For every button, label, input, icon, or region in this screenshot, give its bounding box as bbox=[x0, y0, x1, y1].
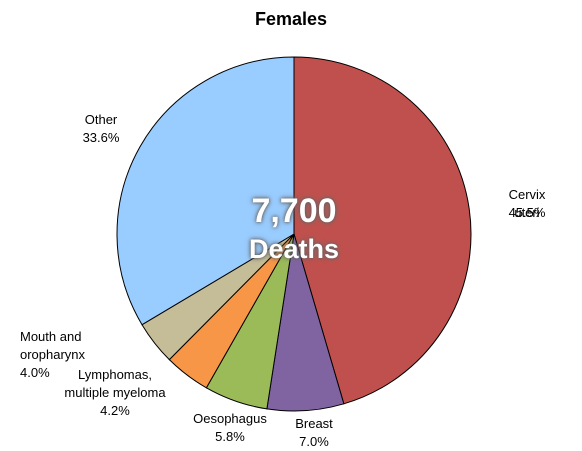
slice-label: Mouth and oropharynx bbox=[20, 329, 86, 362]
slice-percent: 5.8% bbox=[215, 429, 245, 444]
slice-label: Oesophagus bbox=[193, 411, 267, 426]
chart-title: Females bbox=[254, 9, 328, 29]
slice-percent: 4.0% bbox=[20, 365, 50, 380]
center-number: 7,700 bbox=[251, 192, 337, 230]
slice-label: Other bbox=[84, 112, 118, 127]
slice-percent: 7.0% bbox=[299, 434, 329, 449]
slice-label: Cervix uteri bbox=[508, 187, 546, 220]
slice-label: Lymphomas, multiple myeloma bbox=[64, 367, 166, 400]
slice-label: Breast bbox=[295, 416, 333, 431]
center-caption: Deaths bbox=[248, 234, 340, 264]
pie-slice bbox=[116, 56, 295, 326]
pie-slice bbox=[293, 56, 472, 405]
slice-percent: 45.5% bbox=[508, 205, 546, 220]
slice-percent: 4.2% bbox=[100, 403, 130, 418]
slice-percent: 33.6% bbox=[82, 130, 120, 145]
